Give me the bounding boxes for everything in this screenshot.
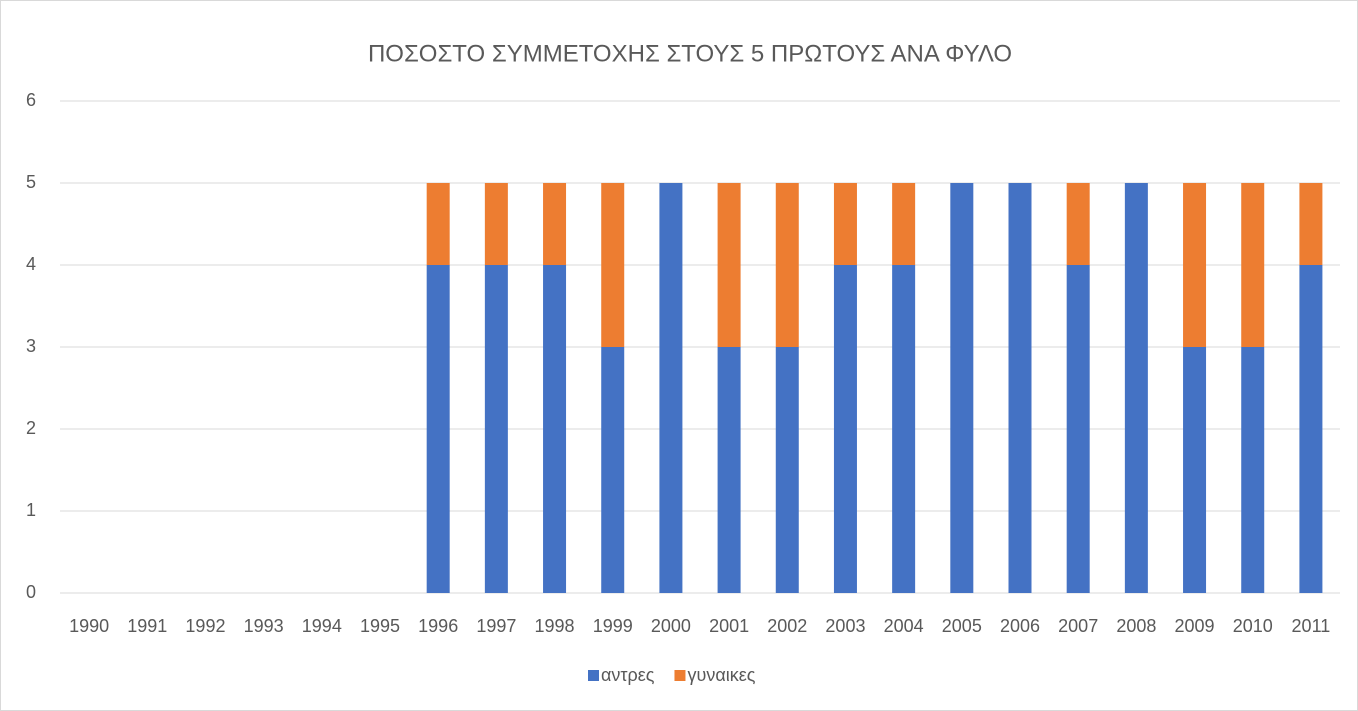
bar-segment [484,183,508,265]
x-tick-label: 1994 [302,616,342,636]
x-tick-label: 1991 [127,616,167,636]
y-tick-label: 3 [26,336,36,356]
bar-segment [1299,265,1323,593]
bar-segment [1066,265,1090,593]
bar-segment [950,183,974,593]
bar-segment [775,183,799,347]
bar-segment [601,183,625,347]
bar-segment [833,183,857,265]
x-tick-label: 1999 [593,616,633,636]
x-tick-label: 1993 [244,616,284,636]
x-tick-label: 2011 [1292,616,1331,636]
x-tick-label: 2007 [1058,616,1098,636]
bar-segment [426,183,450,265]
bar-segment [659,183,683,593]
legend-swatch [588,670,599,681]
x-tick-label: 1997 [476,616,516,636]
bar-segment [1124,183,1148,593]
y-tick-label: 0 [26,582,36,602]
x-tick-label: 1998 [535,616,575,636]
bar-segment [1008,183,1032,593]
x-tick-label: 2001 [709,616,749,636]
x-tick-label: 2005 [942,616,982,636]
bar-segment [1299,183,1323,265]
x-tick-label: 1995 [360,616,400,636]
x-tick-label: 2000 [651,616,691,636]
x-tick-label: 1992 [185,616,225,636]
bar-segment [892,183,916,265]
bar-segment [1241,183,1265,347]
legend-label: γυναικες [687,665,755,685]
bar-segment [543,183,567,265]
legend-swatch [674,670,686,681]
bar-segment [601,347,625,593]
y-tick-label: 4 [26,254,36,274]
bar-segment [1066,183,1090,265]
bar-segment [484,265,508,593]
bar-segment [543,265,567,593]
x-tick-label: 2009 [1175,616,1215,636]
chart-title: ΠΟΣΟΣΤΟ ΣΥΜΜΕΤΟΧΗΣ ΣΤΟΥΣ 5 ΠΡΩΤΟΥΣ ΑΝΑ Φ… [368,40,1012,67]
x-tick-label: 1990 [69,616,109,636]
x-tick-label: 2010 [1233,616,1273,636]
x-tick-label: 2002 [767,616,807,636]
y-tick-label: 5 [26,172,36,192]
x-tick-label: 1996 [418,616,458,636]
x-tick-label: 2006 [1000,616,1040,636]
legend-label: αντρες [601,665,655,685]
y-tick-label: 6 [26,90,36,110]
y-tick-label: 2 [26,418,36,438]
bar-segment [892,265,916,593]
bar-segment [775,347,799,593]
bar-segment [1183,183,1207,347]
bar-segment [833,265,857,593]
x-tick-label: 2008 [1116,616,1156,636]
x-tick-label: 2004 [884,616,924,636]
y-tick-label: 1 [26,500,36,520]
x-tick-label: 2003 [825,616,865,636]
bar-segment [717,347,741,593]
bar-segment [1241,347,1265,593]
bar-segment [426,265,450,593]
bar-segment [717,183,741,347]
bar-segment [1183,347,1207,593]
